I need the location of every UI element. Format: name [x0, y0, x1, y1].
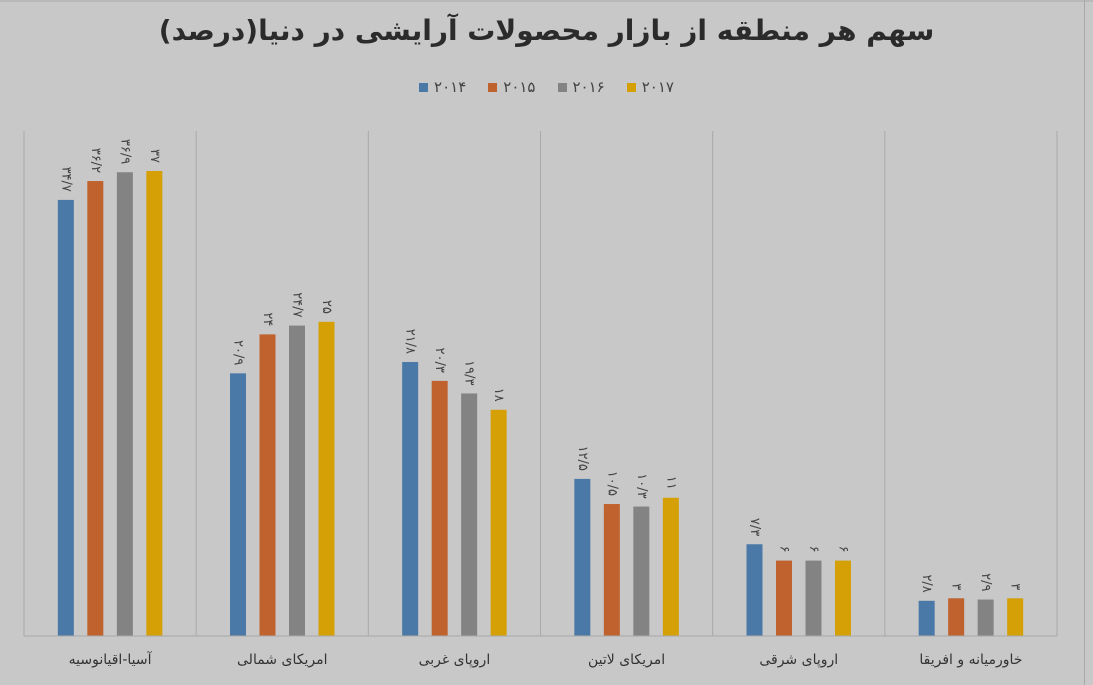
- category-label: خاورمیانه و افریقا: [919, 652, 1022, 668]
- legend-item-3: ۲۰۱۷: [626, 78, 674, 96]
- bar: [1007, 598, 1024, 636]
- data-label: ۱۱: [663, 476, 678, 490]
- bar: [57, 199, 74, 637]
- legend-label: ۲۰۱۴: [434, 78, 467, 96]
- legend-swatch: [419, 82, 429, 92]
- bar: [146, 171, 163, 636]
- bar: [116, 172, 133, 636]
- bar: [289, 325, 305, 636]
- data-label: ۳۷: [147, 149, 162, 163]
- data-label: ۱۲/۵: [575, 446, 590, 471]
- data-label: ۲/۸: [919, 574, 934, 592]
- data-label: ۳۶/۹: [117, 139, 132, 164]
- category-label: امریکای لاتین: [588, 652, 665, 668]
- data-label: ۶: [777, 546, 792, 553]
- data-label: ۳: [949, 583, 964, 590]
- data-label: ۱۹/۳: [462, 360, 477, 385]
- bar: [746, 544, 763, 636]
- bar: [431, 380, 448, 636]
- data-label: ۶: [836, 546, 851, 553]
- data-label: ۱۸: [491, 388, 506, 402]
- bar: [230, 373, 246, 636]
- legend-label: ۲۰۱۷: [641, 78, 674, 96]
- bar: [977, 599, 994, 636]
- data-label: ۳۶/۲: [88, 148, 103, 173]
- data-label: ۳: [1008, 583, 1023, 590]
- bar: [805, 560, 822, 636]
- data-label: ۲/۹: [978, 573, 993, 591]
- legend-label: ۲۰۱۶: [572, 78, 605, 96]
- bar: [603, 504, 620, 636]
- legend-item-2: ۲۰۱۶: [557, 78, 605, 96]
- data-label: ۶: [806, 546, 821, 553]
- frame-right-border: [1084, 0, 1085, 685]
- data-label: ۱۰/۳: [634, 473, 649, 498]
- data-label: ۲۱/۸: [403, 329, 418, 354]
- bar: [948, 598, 965, 636]
- bar: [87, 181, 104, 636]
- bar: [776, 560, 792, 636]
- category-label: اروپای شرقی: [759, 652, 838, 668]
- bar: [633, 506, 650, 636]
- legend-item-1: ۲۰۱۵: [488, 78, 536, 96]
- category-label: اروپای غربی: [419, 652, 491, 668]
- bar: [662, 497, 679, 636]
- data-label: ۷/۳: [747, 518, 762, 536]
- bar: [918, 600, 935, 636]
- data-label: ۲۴/۷: [290, 292, 305, 317]
- data-label: ۱۰/۵: [604, 471, 619, 496]
- legend-item-0: ۲۰۱۴: [419, 78, 466, 96]
- bar: [835, 560, 851, 636]
- data-label: ۲۵: [319, 300, 334, 314]
- data-label: ۳۴/۷: [58, 167, 73, 192]
- legend-swatch: [488, 82, 498, 92]
- bar: [402, 362, 419, 636]
- legend: ۲۰۱۴ ۲۰۱۵ ۲۰۱۶ ۲۰۱۷: [0, 78, 1093, 96]
- legend-swatch: [557, 82, 567, 92]
- bar: [574, 478, 591, 636]
- bar: [259, 334, 276, 636]
- bar: [318, 321, 335, 636]
- legend-label: ۲۰۱۵: [503, 78, 536, 96]
- bar: [461, 393, 478, 636]
- category-label: آسیا-اقیانوسیه: [69, 651, 153, 668]
- legend-swatch: [626, 82, 636, 92]
- data-label: ۲۰/۹: [231, 340, 246, 365]
- chart-title: سهم هر منطقه از بازار محصولات آرایشی در …: [158, 14, 935, 47]
- data-label: ۲۴: [260, 312, 275, 326]
- bar: [490, 409, 507, 636]
- data-label: ۲۰/۳: [432, 348, 447, 373]
- category-label: امریکای شمالی: [237, 652, 327, 668]
- frame-top-border: [0, 0, 1093, 2]
